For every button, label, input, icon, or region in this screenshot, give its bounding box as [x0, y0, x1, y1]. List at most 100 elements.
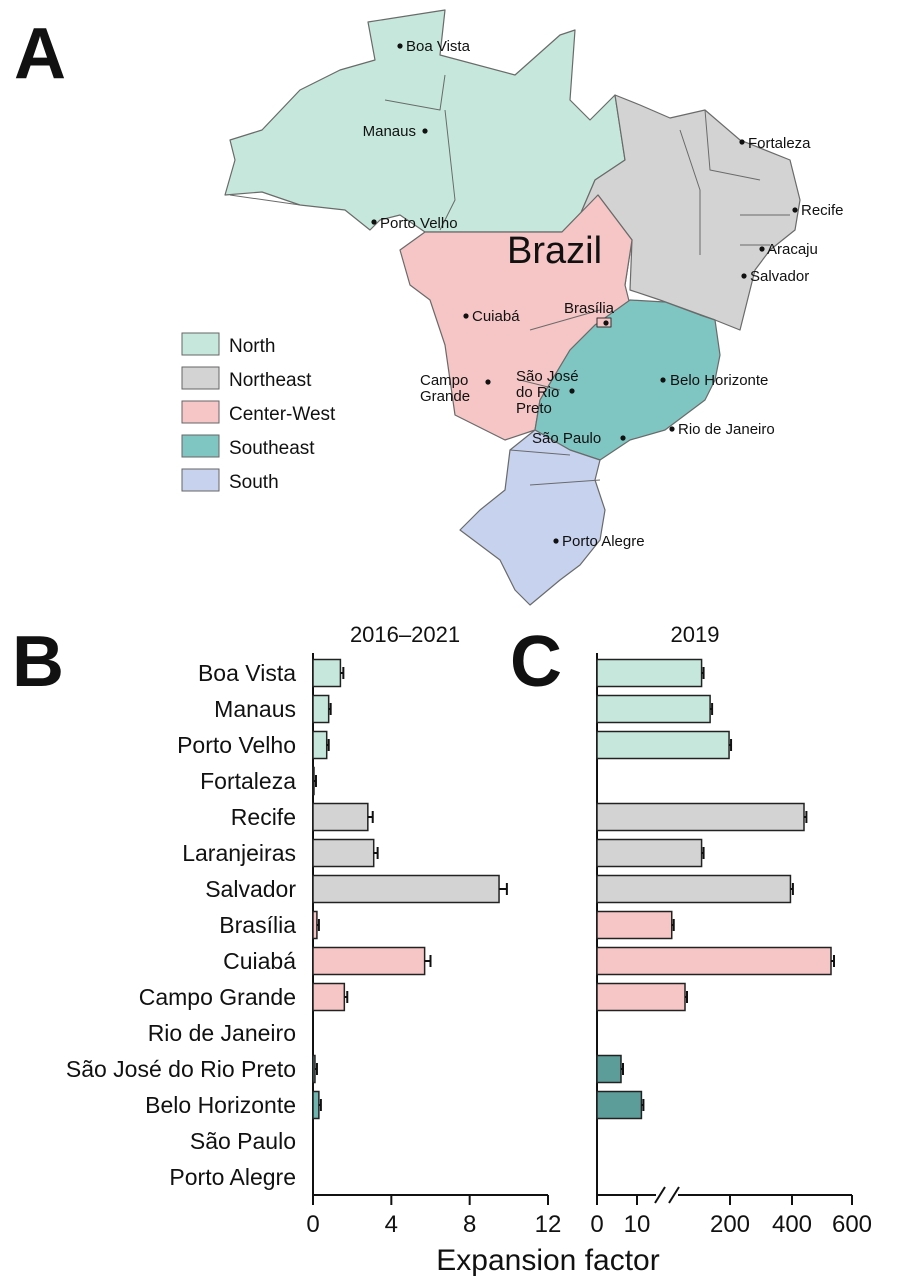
city-label-porto-velho: Porto Velho	[380, 215, 458, 232]
bar	[312, 838, 375, 868]
category-label: Salvador	[205, 876, 296, 902]
legend-label-center-west: Center-West	[229, 404, 336, 425]
bar	[312, 1054, 316, 1084]
legend-swatch-northeast	[181, 366, 220, 390]
panel-letter-c: C	[510, 622, 562, 702]
city-label-recife: Recife	[801, 202, 844, 219]
x-tick-label: 4	[385, 1211, 398, 1238]
legend-label-southeast: Southeast	[229, 438, 315, 459]
bar	[596, 694, 711, 724]
x-tick-label: 200	[710, 1211, 750, 1238]
chart-c: 0 10 200 400 600	[590, 653, 872, 1238]
axis-break-mark	[654, 1186, 666, 1204]
category-label: São José do Rio Preto	[66, 1056, 296, 1082]
region-southeast	[534, 299, 721, 461]
city-dot-belo-horizonte	[660, 377, 666, 383]
bar	[596, 802, 805, 832]
region-south	[459, 429, 606, 606]
x-tick-label: 0	[590, 1211, 603, 1238]
legend-swatch-center-west	[181, 400, 220, 424]
x-tick-label: 10	[624, 1211, 651, 1238]
bar	[312, 946, 426, 976]
city-dot-sao-jose-do-rio-preto	[569, 388, 575, 394]
bar	[596, 838, 703, 868]
city-label-salvador: Salvador	[750, 268, 809, 285]
category-label: Boa Vista	[198, 660, 296, 686]
bar	[596, 910, 673, 940]
category-label: Cuiabá	[223, 948, 296, 974]
map-legend: North Northeast Center-West Southeast South	[181, 332, 336, 493]
city-dot-sao-paulo	[620, 435, 626, 441]
x-tick-label: 400	[772, 1211, 812, 1238]
panel-letter-a: A	[14, 14, 66, 94]
bar	[312, 658, 342, 688]
city-dot-campo-grande	[485, 379, 491, 385]
panel-letter-b: B	[12, 622, 64, 702]
x-tick-label: 0	[306, 1211, 319, 1238]
city-dot-porto-alegre	[553, 538, 559, 544]
x-tick-label: 600	[832, 1211, 872, 1238]
x-tick-label: 12	[535, 1211, 562, 1238]
chart-b-title: 2016–2021	[350, 622, 460, 647]
category-label: Laranjeiras	[182, 840, 296, 866]
city-dot-rio-de-janeiro	[669, 426, 675, 432]
category-label: Manaus	[214, 696, 296, 722]
city-label-campo-grande: Campo Grande	[420, 372, 470, 405]
category-label: Brasília	[219, 912, 296, 938]
brazil-map	[224, 9, 801, 606]
city-label-rio-de-janeiro: Rio de Janeiro	[678, 421, 775, 438]
category-label: Porto Velho	[177, 732, 296, 758]
city-dot-cuiaba	[463, 313, 469, 319]
category-label: Recife	[231, 804, 296, 830]
legend-label-north: North	[229, 336, 275, 357]
city-label-sao-paulo: São Paulo	[532, 430, 601, 447]
legend-swatch-southeast	[181, 434, 220, 458]
category-label: São Paulo	[190, 1128, 296, 1154]
x-tick-label: 8	[463, 1211, 476, 1238]
bar	[312, 802, 369, 832]
bar	[312, 1090, 320, 1120]
category-label: Belo Horizonte	[145, 1092, 296, 1118]
city-dot-manaus	[422, 128, 428, 134]
bar	[312, 874, 500, 904]
bar	[596, 874, 792, 904]
map-country-label: Brazil	[507, 230, 602, 272]
bar	[312, 694, 330, 724]
city-label-cuiaba: Cuiabá	[472, 308, 520, 325]
city-label-brasilia: Brasília	[564, 300, 615, 317]
city-label-belo-horizonte: Belo Horizonte	[670, 372, 768, 389]
bar	[312, 730, 328, 760]
city-dot-boa-vista	[397, 43, 403, 49]
legend-swatch-north	[181, 332, 220, 356]
city-label-manaus: Manaus	[363, 123, 416, 140]
bar	[596, 1054, 622, 1084]
legend-swatch-south	[181, 468, 220, 492]
city-dot-fortaleza	[739, 139, 745, 145]
bar	[312, 766, 315, 796]
category-label: Fortaleza	[200, 768, 296, 794]
city-dot-brasilia	[603, 320, 609, 326]
category-label: Campo Grande	[139, 984, 296, 1010]
city-dot-aracaju	[759, 246, 765, 252]
bar	[596, 730, 730, 760]
chart-c-title: 2019	[671, 622, 720, 647]
bar	[596, 982, 686, 1012]
bar	[312, 910, 318, 940]
city-label-porto-alegre: Porto Alegre	[562, 533, 645, 550]
category-label: Porto Alegre	[169, 1164, 296, 1190]
city-dot-recife	[792, 207, 798, 213]
chart-b: 0 4 8 12	[306, 653, 561, 1238]
city-dot-salvador	[741, 273, 747, 279]
bar	[596, 1090, 643, 1120]
x-axis-label: Expansion factor	[436, 1244, 659, 1277]
legend-label-south: South	[229, 472, 279, 493]
city-label-fortaleza: Fortaleza	[748, 135, 811, 152]
city-label-aracaju: Aracaju	[767, 241, 818, 258]
bar	[596, 658, 703, 688]
city-label-sao-jose-do-rio-preto: São José do Rio Preto	[516, 368, 579, 417]
bar	[312, 982, 346, 1012]
category-label: Rio de Janeiro	[148, 1020, 296, 1046]
axis-break-mark	[668, 1186, 680, 1204]
city-label-boa-vista: Boa Vista	[406, 38, 471, 55]
